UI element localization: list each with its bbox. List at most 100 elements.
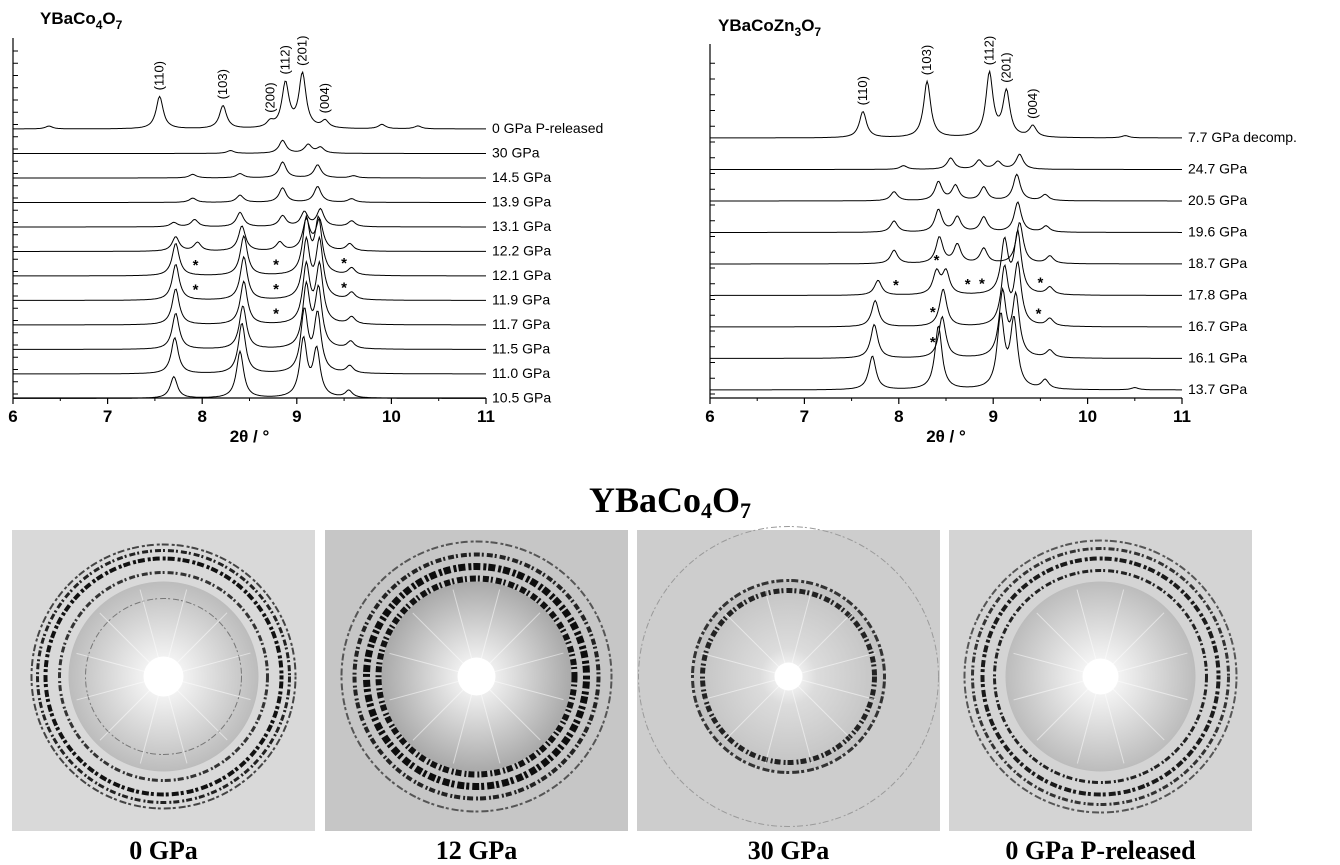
chart-title: YBaCoZn3O7: [718, 16, 821, 39]
x-tick-label-7: 7: [103, 407, 112, 426]
impurity-marker: *: [341, 279, 347, 296]
x-tick-label-8: 8: [197, 407, 206, 426]
debye-ring: [36, 549, 291, 804]
impurity-marker: *: [930, 304, 936, 321]
debye-ring: [85, 598, 242, 755]
debye-ring: [963, 539, 1238, 814]
beamstop-streak: [788, 612, 853, 677]
debye-ring: [352, 552, 601, 801]
trace-label-16-1-gpa: 16.1 GPa: [1188, 350, 1247, 366]
diffraction-pattern-0-gpa: [12, 530, 315, 831]
impurity-marker: *: [893, 277, 899, 294]
trace-13-7-gpa: [710, 312, 1182, 391]
beamstop-streak: [724, 612, 789, 677]
reflection-label-201: (201): [294, 36, 309, 66]
reflection-label-004: (004): [1025, 89, 1040, 119]
trace-13-1-gpa: [13, 207, 486, 228]
debye-ring: [638, 526, 939, 827]
trace-17-8-gpa: [710, 229, 1182, 296]
beamstop-streak: [701, 676, 789, 701]
debye-ring: [375, 575, 578, 778]
trace-label-19-6-gpa: 19.6 GPa: [1188, 224, 1247, 240]
trace-11-0-gpa: [13, 307, 486, 375]
x-tick-label-6: 6: [8, 407, 17, 426]
trace-20-5-gpa: [710, 173, 1182, 202]
x-tick-label-8: 8: [894, 407, 903, 426]
x-axis-label: 2θ / °: [230, 427, 270, 446]
x-tick-label-6: 6: [705, 407, 714, 426]
impurity-marker: *: [934, 252, 940, 269]
panel-title-o: O: [712, 480, 740, 520]
pattern-caption-12-gpa: 12 GPa: [436, 836, 518, 865]
impurity-marker: *: [341, 255, 347, 272]
reflection-label-103: (103): [919, 45, 934, 75]
trace-label-14-5-gpa: 14.5 GPa: [492, 169, 551, 185]
trace-13-9-gpa: [13, 186, 486, 203]
reflection-label-103: (103): [215, 69, 230, 99]
beamstop-streak: [764, 676, 789, 764]
impurity-marker: *: [273, 281, 279, 298]
impurity-marker: *: [979, 275, 985, 292]
trace-label-30-gpa: 30 GPa: [492, 145, 540, 161]
impurity-marker: *: [1037, 274, 1043, 291]
primary-beam-spot: [1082, 658, 1119, 695]
reflection-label-110: (110): [855, 76, 870, 105]
trace-label-16-7-gpa: 16.7 GPa: [1188, 318, 1247, 334]
trace-label-13-1-gpa: 13.1 GPa: [492, 218, 551, 234]
debye-ring: [980, 556, 1221, 797]
x-tick-label-9: 9: [988, 407, 997, 426]
trace-label-11-7-gpa: 11.7 GPa: [492, 316, 550, 332]
beamstop-streak: [788, 676, 876, 701]
x-tick-label-10: 10: [1078, 407, 1097, 426]
trace-label-11-0-gpa: 11.0 GPa: [492, 365, 550, 381]
x-tick-label-11: 11: [1173, 407, 1191, 426]
primary-beam-spot: [143, 656, 184, 697]
trace-label-11-5-gpa: 11.5 GPa: [492, 341, 550, 357]
x-axis-label: 2θ / °: [926, 427, 966, 446]
trace-14-5-gpa: [13, 161, 486, 179]
x-tick-label-9: 9: [292, 407, 301, 426]
x-tick-label-7: 7: [800, 407, 809, 426]
x-tick-label-10: 10: [382, 407, 401, 426]
trace-label-13-7-gpa: 13.7 GPa: [1188, 381, 1247, 397]
trace-16-7-gpa: [710, 260, 1182, 328]
trace-0-gpa-p-released: [13, 70, 486, 130]
trace-11-5-gpa: [13, 279, 486, 350]
trace-label-10-5-gpa: 10.5 GPa: [492, 390, 551, 406]
trace-label-20-5-gpa: 20.5 GPa: [1188, 192, 1247, 208]
trace-11-9-gpa: [13, 235, 486, 301]
debye-ring: [58, 571, 269, 782]
beamstop-streak: [788, 589, 813, 677]
reflection-label-112: (112): [981, 36, 996, 65]
trace-16-1-gpa: [710, 286, 1182, 359]
debye-ring: [363, 563, 590, 790]
trace-30-gpa: [13, 139, 486, 154]
diffraction-pattern-30-gpa: [637, 526, 940, 831]
trace-label-12-1-gpa: 12.1 GPa: [492, 267, 551, 283]
trace-7-7-gpa-decomp: [710, 69, 1182, 139]
trace-label-12-2-gpa: 12.2 GPa: [492, 243, 551, 259]
diffraction-pattern-0-gpa-p-released: [949, 530, 1252, 831]
debye-ring: [691, 579, 886, 774]
debye-ring: [993, 569, 1208, 784]
beamstop-streak: [701, 652, 789, 677]
impurity-marker: *: [273, 306, 279, 323]
trace-11-7-gpa: [13, 259, 486, 326]
trace-label-13-9-gpa: 13.9 GPa: [492, 194, 551, 210]
trace-18-7-gpa: [710, 221, 1182, 265]
debye-ring: [43, 556, 284, 797]
pattern-caption-0-gpa: 0 GPa: [129, 836, 198, 865]
trace-12-1-gpa: [13, 214, 486, 277]
panel-title-sub-4: 4: [701, 498, 712, 523]
debye-ring: [971, 547, 1230, 806]
diffraction-panel-title: YBaCo4O7: [589, 480, 751, 523]
trace-label-7-7-gpa-decomp: 7.7 GPa decomp.: [1188, 129, 1297, 145]
primary-beam-spot: [457, 657, 496, 696]
beamstop-streak: [788, 652, 876, 677]
beamstop-streak: [788, 676, 813, 764]
beamstop-streak: [724, 676, 789, 741]
impurity-marker: *: [193, 257, 199, 274]
trace-label-24-7-gpa: 24.7 GPa: [1188, 161, 1247, 177]
pattern-caption-30-gpa: 30 GPa: [748, 836, 830, 865]
trace-12-2-gpa: [13, 216, 486, 252]
